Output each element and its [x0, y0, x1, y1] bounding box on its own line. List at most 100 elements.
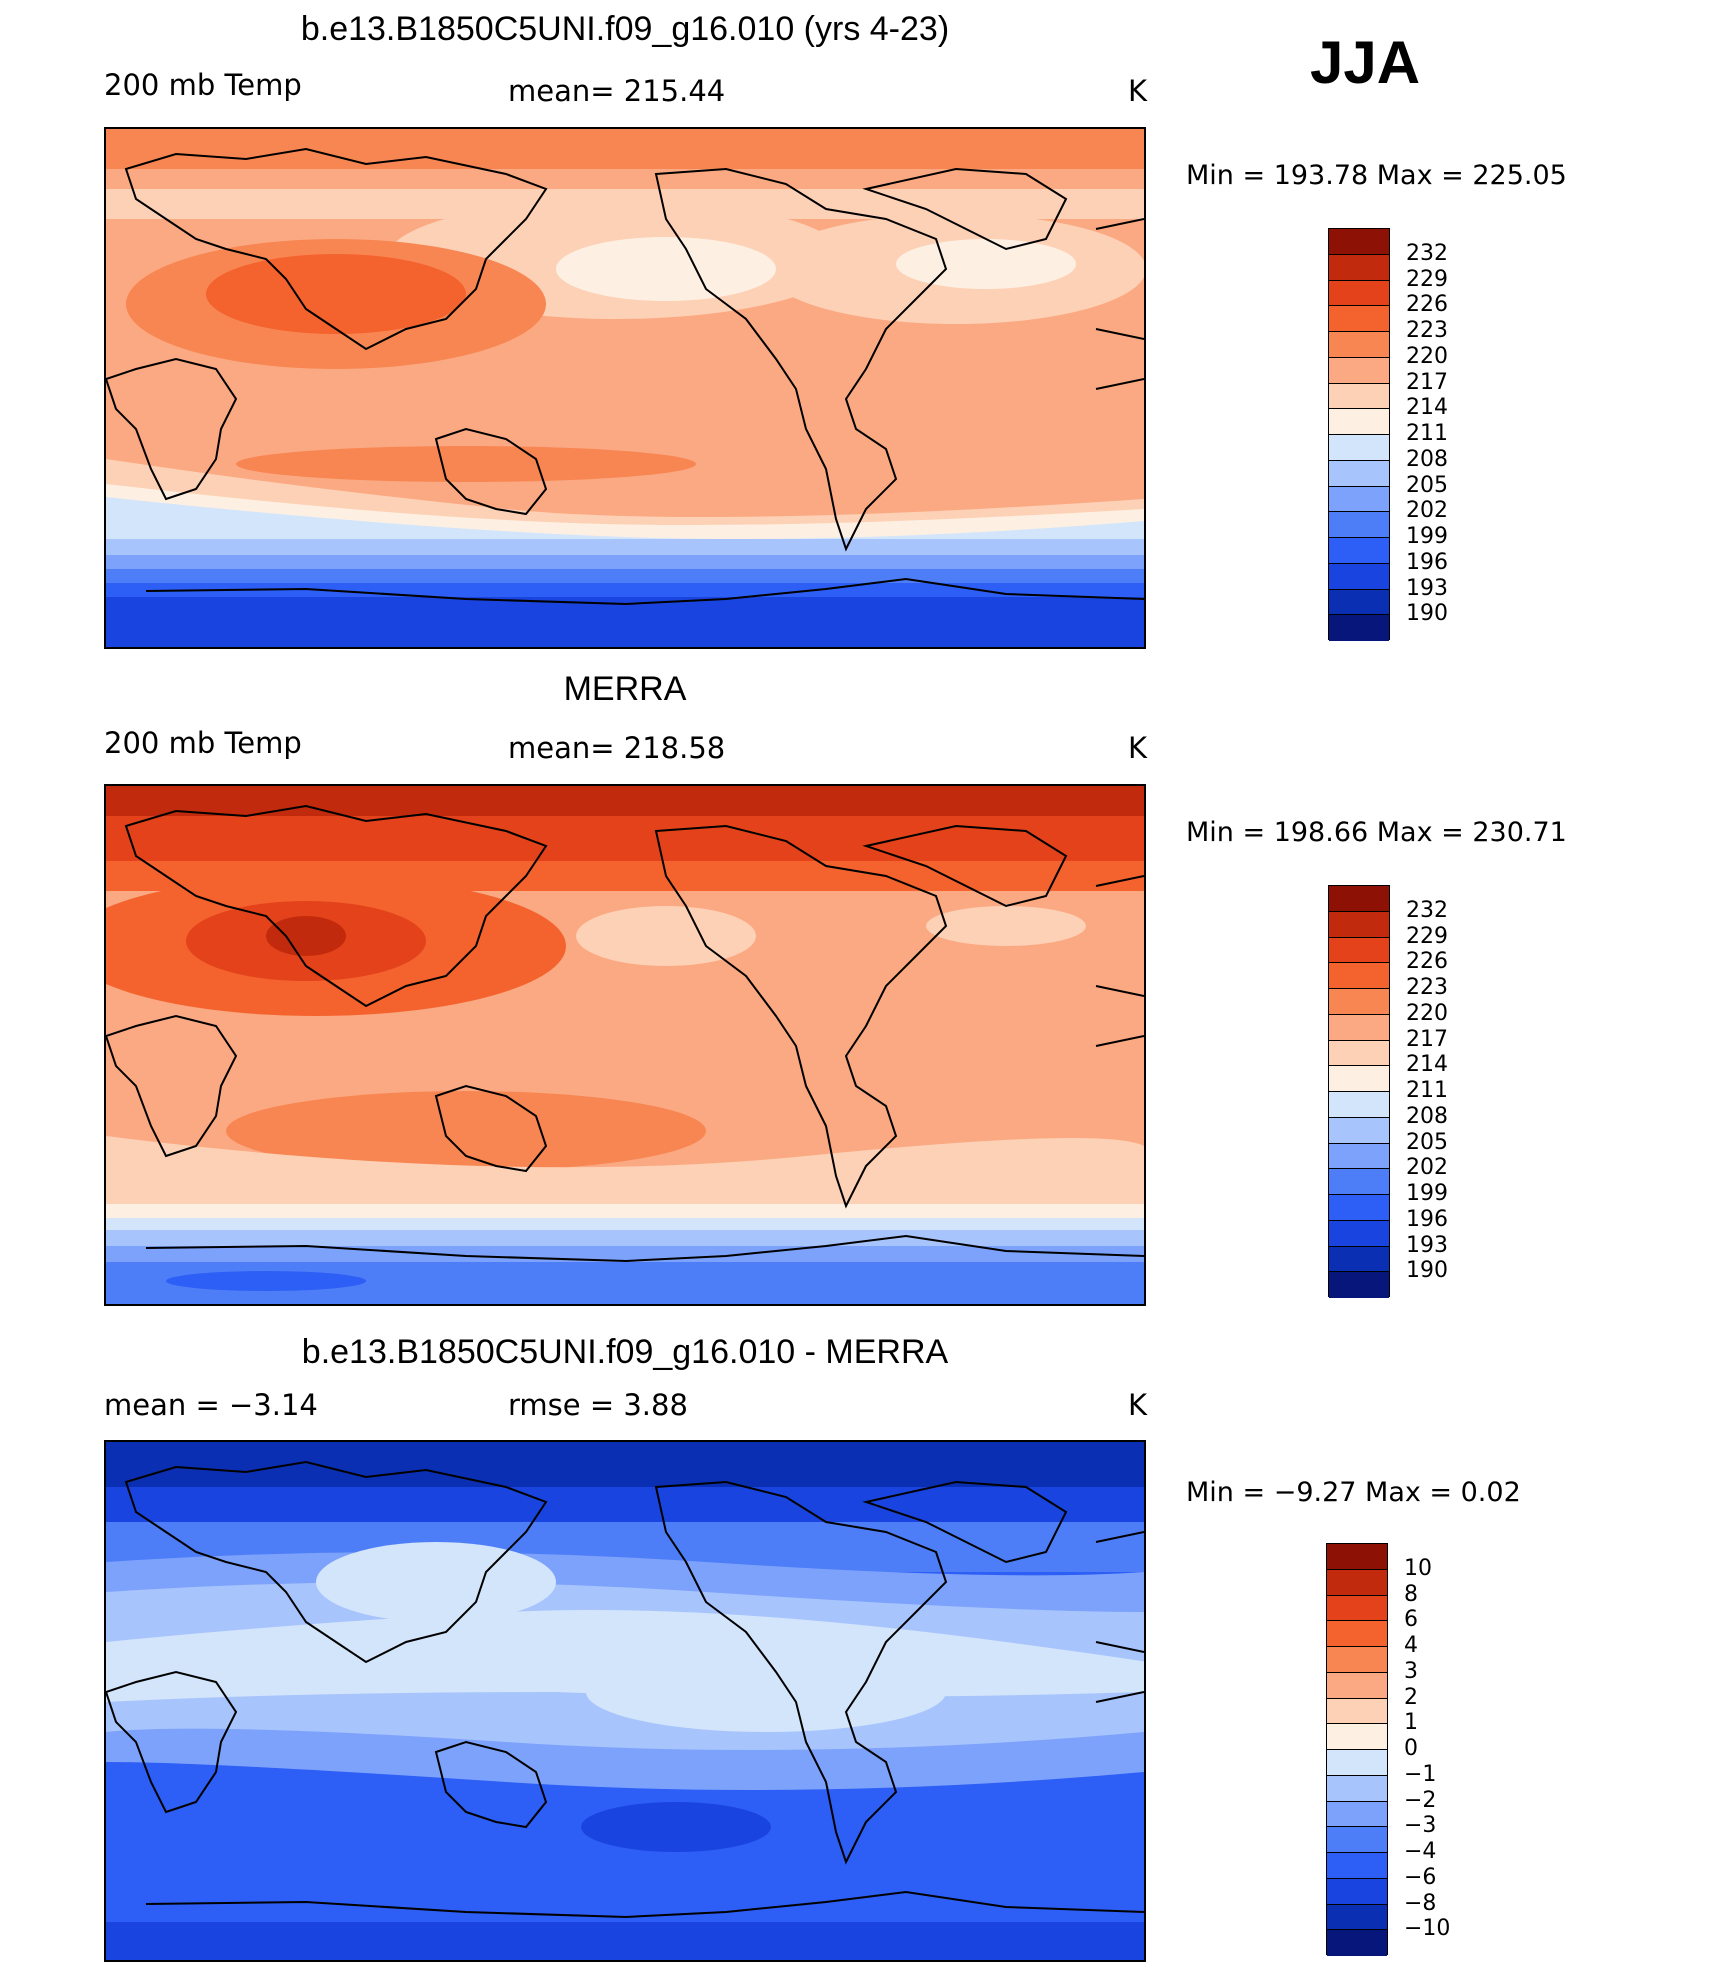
colorbar-swatch	[1329, 486, 1389, 513]
panel-3-title: b.e13.B1850C5UNI.f09_g16.010 - MERRA	[301, 1333, 949, 1371]
colorbar-label: −4	[1404, 1839, 1437, 1864]
colorbar-label: 193	[1406, 575, 1448, 601]
colorbar-swatch	[1329, 1066, 1389, 1092]
panel-2-mean-label: mean= 218.58	[508, 731, 726, 765]
colorbar-swatch	[1327, 1878, 1387, 1905]
panel-2-minmax: Min = 198.66 Max = 230.71	[1186, 817, 1567, 848]
colorbar-swatch	[1329, 1040, 1389, 1067]
colorbar-label: 232	[1406, 240, 1448, 266]
panel-1-variable-label: 200 mb Temp	[104, 68, 302, 102]
colorbar-swatch	[1329, 911, 1389, 938]
colorbar-label: 226	[1406, 949, 1448, 975]
panel-3-map	[104, 1440, 1146, 1962]
colorbar-swatch	[1329, 886, 1389, 912]
panel-1-mean-label: mean= 215.44	[508, 74, 726, 108]
colorbar-swatch	[1329, 1220, 1389, 1247]
panel-1-map	[104, 127, 1146, 649]
colorbar-label: −10	[1404, 1916, 1451, 1942]
colorbar-label: 1	[1404, 1710, 1418, 1736]
colorbar-label: 211	[1406, 1078, 1448, 1103]
colorbar-swatch	[1329, 512, 1389, 538]
panel-2-title: MERRA	[563, 670, 687, 708]
colorbar-label: 4	[1404, 1633, 1418, 1658]
panel-2-variable-label: 200 mb Temp	[104, 726, 302, 760]
colorbar-swatch	[1329, 409, 1389, 435]
colorbar-label: 220	[1406, 343, 1448, 369]
colorbar-swatch	[1329, 1143, 1389, 1170]
colorbar-label: 226	[1406, 292, 1448, 318]
colorbar-swatch	[1329, 1195, 1389, 1221]
colorbar-swatch	[1327, 1930, 1387, 1956]
colorbar-swatch	[1327, 1801, 1387, 1828]
colorbar-label: 211	[1406, 421, 1448, 446]
colorbar-swatch	[1327, 1827, 1387, 1853]
colorbar-label: 214	[1406, 1052, 1448, 1078]
colorbar-swatch	[1329, 1014, 1389, 1041]
colorbar-label: 205	[1406, 472, 1448, 498]
panel-1-units: K	[1128, 74, 1148, 108]
colorbar-label: −2	[1404, 1787, 1437, 1813]
colorbar-label: 214	[1406, 395, 1448, 421]
colorbar-label: 199	[1406, 524, 1448, 549]
panel-2-map	[104, 784, 1146, 1306]
panel-3-mean-label: mean = −3.14	[104, 1388, 318, 1422]
colorbar-swatch	[1327, 1621, 1387, 1647]
colorbar-swatch	[1329, 589, 1389, 616]
colorbar-label: −6	[1404, 1864, 1437, 1890]
colorbar-label: −8	[1404, 1890, 1437, 1916]
colorbar-swatch	[1329, 963, 1389, 989]
colorbar-label: 202	[1406, 498, 1448, 524]
colorbar-label: 2	[1404, 1684, 1418, 1710]
colorbar-label: 232	[1406, 897, 1448, 923]
panel-1-title: b.e13.B1850C5UNI.f09_g16.010 (yrs 4-23)	[300, 10, 950, 48]
colorbar-swatch	[1329, 254, 1389, 281]
colorbar-swatch	[1327, 1724, 1387, 1750]
panel-1-colorbar	[1328, 228, 1390, 641]
panel-3-units: K	[1128, 1388, 1148, 1422]
colorbar-swatch	[1329, 1169, 1389, 1195]
colorbar-label: 10	[1404, 1555, 1432, 1581]
colorbar-swatch	[1329, 332, 1389, 358]
colorbar-swatch	[1329, 306, 1389, 332]
colorbar-swatch	[1329, 615, 1389, 641]
colorbar-swatch	[1329, 937, 1389, 964]
colorbar-swatch	[1329, 989, 1389, 1015]
colorbar-label: 6	[1404, 1607, 1418, 1633]
colorbar-swatch	[1327, 1595, 1387, 1622]
colorbar-label: 220	[1406, 1000, 1448, 1026]
colorbar-label: 229	[1406, 923, 1448, 949]
colorbar-label: 223	[1406, 975, 1448, 1000]
colorbar-label: 229	[1406, 266, 1448, 292]
colorbar-label: 205	[1406, 1129, 1448, 1155]
colorbar-label: 202	[1406, 1155, 1448, 1181]
panel-3-minmax: Min = −9.27 Max = 0.02	[1186, 1477, 1521, 1508]
colorbar-swatch	[1329, 538, 1389, 564]
colorbar-swatch	[1327, 1750, 1387, 1776]
colorbar-label: 196	[1406, 549, 1448, 575]
colorbar-label: 217	[1406, 1026, 1448, 1052]
colorbar-swatch	[1329, 280, 1389, 307]
colorbar-label: 208	[1406, 1103, 1448, 1129]
colorbar-swatch	[1327, 1647, 1387, 1673]
colorbar-label: 208	[1406, 446, 1448, 472]
colorbar-label: 223	[1406, 318, 1448, 343]
panel-3-rmse-label: rmse = 3.88	[508, 1388, 688, 1422]
colorbar-swatch	[1327, 1853, 1387, 1879]
colorbar-label: 199	[1406, 1181, 1448, 1206]
colorbar-swatch	[1327, 1698, 1387, 1725]
panel-1-minmax: Min = 193.78 Max = 225.05	[1186, 160, 1567, 191]
colorbar-swatch	[1329, 229, 1389, 255]
colorbar-label: −3	[1404, 1813, 1437, 1839]
colorbar-label: 196	[1406, 1206, 1448, 1232]
colorbar-swatch	[1329, 1246, 1389, 1273]
panel-3-colorbar	[1326, 1543, 1388, 1956]
season-label: JJA	[1310, 29, 1421, 96]
panel-2-colorbar	[1328, 885, 1390, 1298]
colorbar-swatch	[1329, 435, 1389, 461]
colorbar-label: 217	[1406, 369, 1448, 395]
colorbar-swatch	[1327, 1672, 1387, 1699]
colorbar-swatch	[1327, 1569, 1387, 1596]
colorbar-swatch	[1329, 1272, 1389, 1298]
colorbar-swatch	[1327, 1544, 1387, 1570]
colorbar-swatch	[1329, 1092, 1389, 1118]
